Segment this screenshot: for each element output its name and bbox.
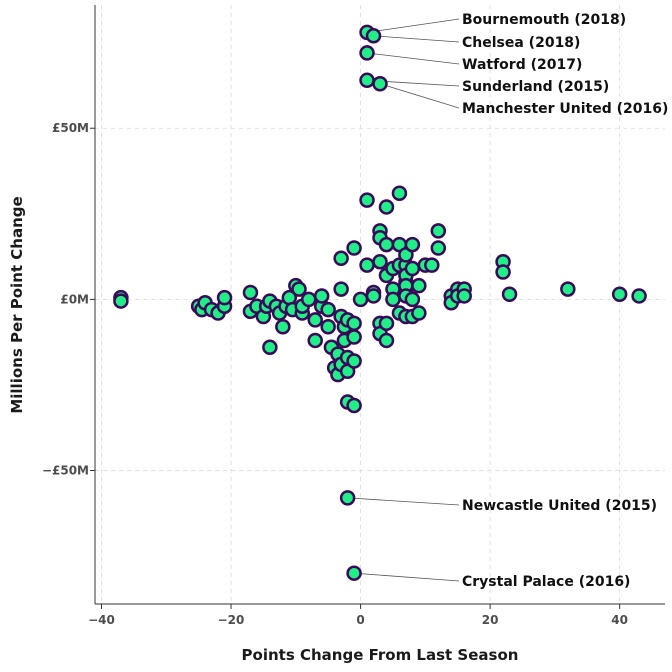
data-point — [430, 223, 447, 239]
annotated-data-point — [346, 565, 362, 581]
annotation-label: Watford (2017) — [462, 57, 582, 73]
data-point — [359, 192, 375, 208]
data-point — [404, 236, 421, 253]
data-point — [378, 332, 395, 349]
y-tick-label: £50M — [52, 121, 89, 135]
x-axis-title: Points Change From Last Season — [242, 646, 519, 664]
data-point — [385, 291, 401, 308]
annotation-leaders — [347, 18, 460, 582]
annotation-label: Chelsea (2018) — [462, 35, 580, 51]
x-tick-label: 40 — [611, 613, 628, 627]
annotation-labels: Bournemouth (2018) Chelsea (2018) Watford … — [462, 12, 668, 590]
x-tick-label: 0 — [356, 613, 364, 627]
annotation-leader — [366, 18, 460, 33]
annotation-leader — [347, 497, 460, 506]
data-point — [320, 318, 336, 335]
data-point — [378, 199, 395, 215]
data-point — [275, 318, 291, 335]
data-point — [352, 291, 369, 308]
y-axis-title: Millions Per Point Change — [8, 196, 26, 413]
data-point — [346, 397, 362, 414]
data-point — [333, 250, 349, 267]
annotation-label: Bournemouth (2018) — [462, 12, 626, 28]
data-point — [307, 312, 323, 328]
data-point — [216, 289, 233, 306]
y-tick-label: −£50M — [42, 464, 89, 478]
data-point — [346, 315, 362, 332]
data-point — [378, 315, 395, 332]
annotated-data-point — [365, 28, 382, 44]
data-point — [333, 281, 349, 297]
data-point — [291, 281, 307, 297]
data-point — [372, 253, 388, 270]
data-point — [359, 257, 375, 273]
annotated-data-point — [359, 72, 375, 89]
axes: −40 −20 0 20 40 −£50M £0M £50M — [42, 5, 665, 627]
data-point — [320, 301, 336, 318]
data-point — [301, 291, 317, 308]
annotated-data-point — [339, 490, 356, 506]
annotated-data-point — [372, 75, 388, 92]
data-point — [378, 236, 395, 253]
data-point — [346, 329, 362, 345]
data-point — [411, 277, 427, 294]
x-tick-label: −40 — [88, 613, 115, 627]
data-point — [501, 286, 518, 302]
data-point — [262, 339, 278, 356]
data-point — [113, 293, 129, 309]
annotation-leader — [366, 52, 460, 65]
data-point — [404, 260, 421, 277]
annotation-leader — [354, 572, 460, 582]
data-point — [631, 288, 647, 304]
data-point — [456, 288, 472, 304]
annotation-label: Crystal Palace (2016) — [462, 574, 630, 590]
data-point — [346, 353, 362, 369]
annotation-label: Sunderland (2015) — [462, 79, 609, 95]
annotation-leader — [379, 83, 460, 109]
data-point — [346, 240, 362, 256]
data-point — [495, 264, 511, 280]
data-point — [313, 288, 330, 304]
y-tick-label: £0M — [60, 292, 89, 306]
annotation-label: Newcastle United (2015) — [462, 498, 657, 514]
data-point — [391, 185, 408, 202]
data-point — [307, 332, 323, 349]
data-point — [430, 240, 447, 256]
data-point — [365, 288, 382, 304]
annotation-leader — [373, 35, 460, 43]
data-point — [560, 281, 576, 297]
data-point — [424, 257, 440, 273]
data-point — [611, 286, 628, 302]
x-tick-label: 20 — [482, 613, 499, 627]
data-point — [242, 284, 259, 301]
data-point — [404, 291, 421, 308]
annotation-label: Manchester United (2016) — [462, 101, 668, 117]
data-points — [113, 24, 647, 581]
data-point — [411, 305, 427, 321]
annotated-data-point — [359, 45, 375, 61]
x-tick-label: −20 — [218, 613, 245, 627]
